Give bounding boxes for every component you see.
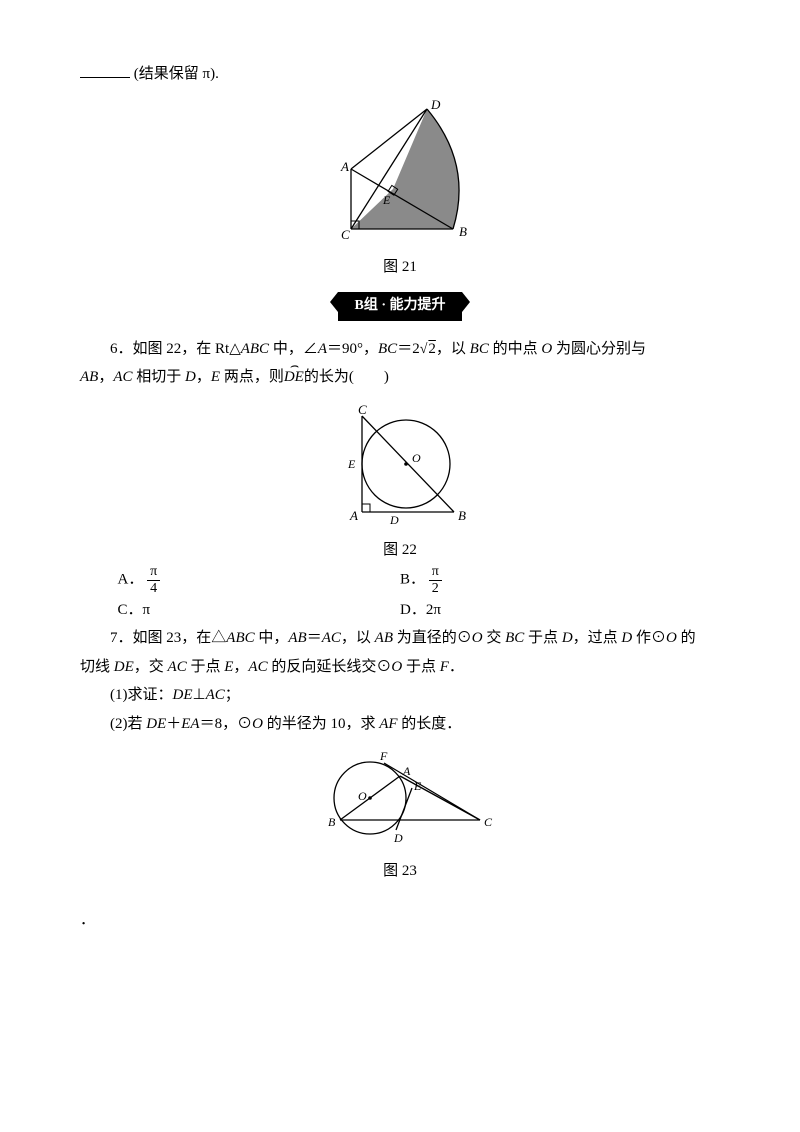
section-banner-wrap: B组 · 能力提升 — [80, 291, 720, 321]
top-fragment: (结果保留 π). — [80, 60, 720, 89]
figure-21-label: 图 21 — [80, 253, 720, 282]
arc-DE: DE — [284, 363, 304, 392]
q6-options-row1: A． π4 B． π2 — [80, 564, 720, 596]
figure-23: A B C D E F O — [80, 748, 720, 853]
q7-line2: 切线 DE，交 AC 于点 E，AC 的反向延长线交⊙O 于点 F． — [80, 653, 720, 682]
frac-A: π4 — [147, 564, 160, 596]
fig21-A: A — [340, 159, 349, 174]
svg-text:C: C — [358, 402, 367, 417]
svg-text:D: D — [393, 831, 403, 845]
q6-line2: AB，AC 相切于 D，E 两点，则DE的长为( ) — [80, 363, 720, 392]
q6-option-C: C．π — [80, 596, 400, 625]
q7-number: 7． — [110, 630, 133, 646]
top-fragment-text: (结果保留 π). — [134, 66, 219, 82]
q6-option-A: A． π4 — [80, 564, 400, 596]
figure-21: A B C D E — [80, 99, 720, 249]
svg-text:D: D — [389, 513, 399, 527]
q7-line1: 7．如图 23，在△ABC 中，AB＝AC，以 AB 为直径的⊙O 交 BC 于… — [80, 624, 720, 653]
svg-text:F: F — [379, 749, 388, 763]
svg-text:B: B — [458, 508, 466, 523]
svg-text:A: A — [349, 508, 358, 523]
figure-22-svg: A B C D E O — [318, 402, 483, 532]
svg-text:O: O — [358, 789, 367, 803]
frac-B: π2 — [429, 564, 442, 596]
q6-number: 6． — [110, 341, 133, 357]
trailing-dot: ． — [80, 906, 720, 935]
q6-line1: 6．如图 22，在 Rt△ABC 中，∠A＝90°，BC＝2√2，以 BC 的中… — [80, 335, 720, 364]
figure-21-svg: A B C D E — [313, 99, 488, 249]
svg-text:C: C — [484, 815, 493, 829]
fig21-B: B — [459, 224, 467, 239]
fig21-D: D — [430, 99, 441, 112]
q7-sub1: (1)求证：DE⊥AC； — [80, 681, 720, 710]
q6-option-D: D．2π — [400, 596, 720, 625]
figure-22-label: 图 22 — [80, 536, 720, 565]
fig21-E: E — [382, 193, 391, 207]
svg-text:E: E — [413, 779, 422, 793]
fig21-C: C — [341, 227, 350, 242]
blank-underline — [80, 63, 130, 78]
section-banner: B组 · 能力提升 — [338, 292, 461, 321]
svg-text:B: B — [328, 815, 336, 829]
q7-sub2: (2)若 DE＋EA＝8，⊙O 的半径为 10，求 AF 的长度． — [80, 710, 720, 739]
svg-text:O: O — [412, 451, 421, 465]
svg-text:A: A — [402, 764, 411, 778]
figure-22: A B C D E O — [80, 402, 720, 532]
svg-text:E: E — [347, 457, 356, 471]
figure-23-svg: A B C D E F O — [300, 748, 500, 853]
figure-23-label: 图 23 — [80, 857, 720, 886]
q6-options-row2: C．π D．2π — [80, 596, 720, 625]
q6-option-B: B． π2 — [400, 564, 720, 596]
